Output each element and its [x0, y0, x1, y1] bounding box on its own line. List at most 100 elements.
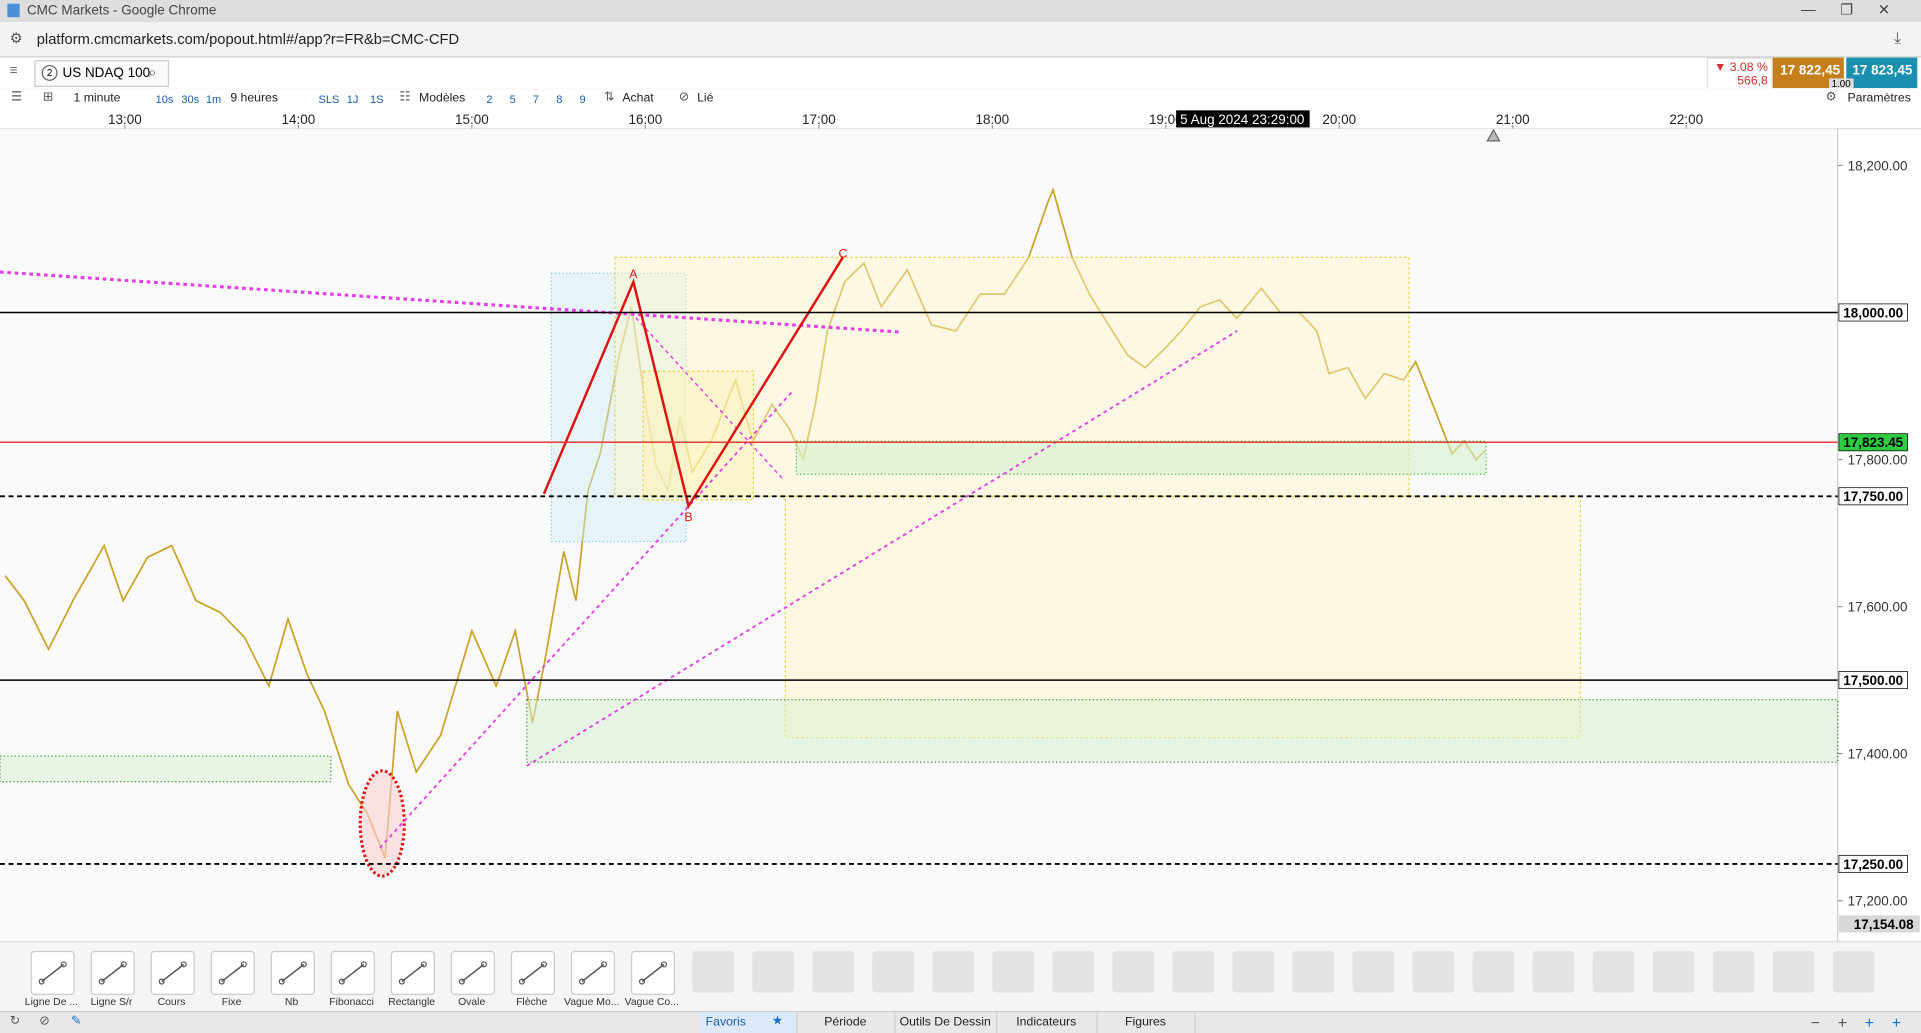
tool-icon: [338, 961, 367, 985]
bottom-tab[interactable]: Favoris: [700, 1012, 798, 1033]
window-controls[interactable]: — ❐ ✕: [1800, 1, 1891, 19]
support-box[interactable]: [526, 699, 1839, 763]
empty-slot[interactable]: [1052, 950, 1095, 993]
link[interactable]: Lié: [697, 91, 714, 106]
address-bar: ⚙ platform.cmcmarkets.com/popout.html#/a…: [0, 22, 1921, 58]
empty-slot[interactable]: [1172, 950, 1215, 993]
tool-icon: [158, 961, 187, 985]
empty-slot[interactable]: [1652, 950, 1695, 993]
zoom-controls[interactable]: − + + +: [1810, 1013, 1902, 1032]
tool-button[interactable]: [450, 950, 495, 996]
empty-slot[interactable]: [1292, 950, 1335, 993]
empty-slot[interactable]: [1592, 950, 1635, 993]
tool-button[interactable]: [630, 950, 676, 996]
view-option[interactable]: 1S: [369, 93, 384, 106]
trend-line[interactable]: [630, 311, 785, 481]
templates[interactable]: Modèles: [418, 91, 466, 106]
site-info[interactable]: ⚙: [9, 29, 23, 47]
tool-button[interactable]: [210, 950, 255, 996]
empty-slot[interactable]: [1772, 950, 1815, 993]
template-slot[interactable]: 7: [532, 93, 540, 106]
template-slot[interactable]: 9: [579, 93, 586, 106]
sell-price[interactable]: 17 822,45: [1772, 57, 1844, 89]
empty-slot[interactable]: [1412, 950, 1455, 993]
level-label: 17,250.00: [1843, 857, 1903, 872]
tool-button[interactable]: [270, 950, 315, 996]
crosshair-label: 5 Aug 2024 23:29:00: [1180, 112, 1304, 127]
interval-option[interactable]: 1m: [205, 93, 222, 106]
range[interactable]: 9 heures: [230, 91, 279, 106]
template-slot[interactable]: 5: [509, 93, 516, 106]
tool-button[interactable]: [150, 950, 195, 996]
instrument-name: US NDAQ 100: [62, 66, 151, 81]
tool-button[interactable]: [330, 950, 375, 996]
empty-slot[interactable]: [1832, 950, 1875, 993]
empty-slot[interactable]: [812, 950, 854, 993]
alert-marker[interactable]: [1486, 128, 1501, 142]
trend-line[interactable]: [526, 330, 1238, 767]
tool-button[interactable]: [570, 950, 616, 996]
tool-button[interactable]: [390, 950, 435, 996]
trend-line[interactable]: [379, 389, 795, 849]
empty-slot[interactable]: [1232, 950, 1275, 993]
time-axis: [0, 110, 1921, 129]
interval-option[interactable]: 30s: [181, 93, 200, 106]
level-label-box: [1838, 854, 1908, 873]
view-option[interactable]: SLS: [318, 93, 340, 106]
view-option[interactable]: 1J: [346, 93, 359, 106]
bottom-tab[interactable]: Période: [796, 1012, 896, 1033]
empty-slot[interactable]: [872, 950, 914, 993]
buy-price[interactable]: 17 823,45: [1846, 57, 1918, 89]
layout-icon[interactable]: ☰: [11, 90, 23, 105]
grid-icon[interactable]: ⊞: [42, 90, 54, 105]
empty-slot[interactable]: [692, 950, 734, 993]
refresh[interactable]: ↻: [9, 1014, 21, 1029]
pencil[interactable]: ✎: [71, 1014, 82, 1029]
oval[interactable]: [358, 769, 406, 878]
tool-button[interactable]: [30, 950, 75, 996]
buy-value: 17 823,45: [1852, 63, 1913, 79]
interval-option[interactable]: 10s: [155, 93, 174, 106]
bottom-tab[interactable]: Figures: [1096, 1012, 1196, 1033]
scale-low-label: 17,154.08: [1854, 917, 1914, 932]
x-tick-label: 22:00: [1669, 112, 1703, 127]
menu[interactable]: ≡: [9, 63, 18, 79]
tab-badge: 2: [41, 64, 58, 81]
instrument-tab[interactable]: 2 US NDAQ 100 ⌕: [34, 60, 170, 88]
tool-button[interactable]: [510, 950, 555, 996]
empty-slot[interactable]: [752, 950, 794, 993]
settings[interactable]: Paramètres: [1847, 91, 1911, 106]
support-box[interactable]: [0, 755, 332, 783]
empty-slot[interactable]: [1352, 950, 1395, 993]
empty-slot[interactable]: [1532, 950, 1575, 993]
empty-slot[interactable]: [1712, 950, 1755, 993]
x-tick-label: 13:00: [108, 112, 142, 127]
support-box[interactable]: [795, 440, 1487, 475]
clear[interactable]: ⊘: [39, 1014, 50, 1029]
template-slot[interactable]: 2: [486, 93, 493, 106]
empty-slot[interactable]: [932, 950, 974, 993]
trend-line[interactable]: [0, 270, 901, 334]
level-label-box: [1838, 487, 1908, 506]
x-tick-label: 18:00: [975, 112, 1009, 127]
change-points: 566,8: [1737, 74, 1768, 89]
bottom-tab[interactable]: Indicateurs: [996, 1012, 1098, 1033]
bottom-tab[interactable]: Outils De Dessin: [894, 1012, 998, 1033]
zone-box[interactable]: [784, 495, 1582, 739]
interval[interactable]: 1 minute: [73, 91, 121, 106]
y-tick-label: 17,400.00: [1848, 747, 1908, 762]
app-icon: [7, 3, 20, 18]
level-label-box: [1838, 303, 1908, 322]
empty-slot[interactable]: [1112, 950, 1155, 993]
buy[interactable]: Achat: [622, 91, 654, 106]
template-slot[interactable]: 8: [556, 93, 563, 106]
url[interactable]: platform.cmcmarkets.com/popout.html#/app…: [36, 30, 460, 48]
abc-pattern[interactable]: [542, 256, 844, 510]
empty-slot[interactable]: [1472, 950, 1515, 993]
favorite-star[interactable]: ★: [771, 1014, 783, 1029]
empty-slot[interactable]: [992, 950, 1035, 993]
download[interactable]: ⤓: [1894, 28, 1902, 47]
tool-button[interactable]: [90, 950, 135, 996]
tool-label: Fixe: [221, 995, 242, 1008]
